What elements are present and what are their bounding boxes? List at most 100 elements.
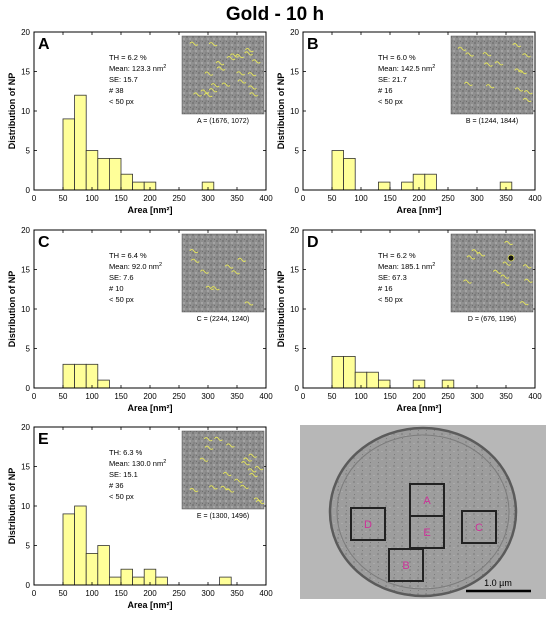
histogram-bar xyxy=(366,371,379,389)
y-tick-label: 0 xyxy=(26,186,31,195)
histogram-panel-a: 0 50 100 150 200 250 300 350 400 0 5 10 15 20 Area [nm… xyxy=(7,28,273,215)
nanoparticle-outline xyxy=(200,89,210,94)
histogram-bar xyxy=(132,181,145,191)
x-tick-label: 100 xyxy=(354,392,368,401)
x-tick-label: 300 xyxy=(201,392,215,401)
stat-line: Mean: 142.5 nm2 xyxy=(378,64,435,73)
nanoparticle-outline xyxy=(522,264,532,269)
x-tick-label: 350 xyxy=(230,589,244,598)
nanoparticle-outline xyxy=(208,485,218,490)
x-tick-label: 200 xyxy=(143,392,157,401)
x-tick-label: 250 xyxy=(172,194,186,203)
nanoparticle-outline xyxy=(492,269,502,274)
x-tick-label: 0 xyxy=(32,194,37,203)
nanoparticle-outline xyxy=(193,92,202,97)
x-tick-label: 100 xyxy=(354,194,368,203)
y-axis-label: Distribution of NP xyxy=(276,271,286,348)
panel-letter: E xyxy=(38,431,49,448)
stat-line: < 50 px xyxy=(378,295,403,304)
histogram-bar xyxy=(343,157,356,191)
x-tick-label: 150 xyxy=(114,194,128,203)
nanoparticle-outline xyxy=(226,443,235,448)
x-tick-label: 100 xyxy=(85,194,99,203)
nanoparticle-outline xyxy=(248,453,257,458)
panel-letter: B xyxy=(307,36,319,53)
x-tick-label: 50 xyxy=(59,392,68,401)
inset-caption: C = (2244, 1240) xyxy=(197,316,250,323)
nanoparticle-outline xyxy=(200,269,209,274)
histogram-bar xyxy=(424,173,437,191)
y-tick-label: 10 xyxy=(21,107,30,116)
nanoparticle-outline xyxy=(245,48,254,53)
y-tick-label: 10 xyxy=(21,305,30,314)
histogram-bar xyxy=(219,576,232,586)
nanoparticle-outline xyxy=(247,85,257,90)
stat-line: TH = 6.0 % xyxy=(378,53,416,62)
inset-caption: A = (1676, 1072) xyxy=(197,118,249,125)
cell-micrograph: A B C D E 1.0 µm xyxy=(300,425,546,599)
nanoparticle-outline xyxy=(205,285,215,290)
x-tick-label: 150 xyxy=(114,589,128,598)
cell-membrane xyxy=(336,434,510,590)
histogram-panel-b: 0 50 100 150 200 250 300 350 400 0 5 10 15 20 Area [nm… xyxy=(276,28,542,215)
stat-line: Mean: 185.1 nm2 xyxy=(378,262,435,271)
inset-caption: E = (1300, 1496) xyxy=(197,513,249,520)
x-tick-label: 350 xyxy=(230,392,244,401)
nanoparticle-outline xyxy=(253,497,263,502)
x-tick-label: 0 xyxy=(301,392,306,401)
y-tick-label: 10 xyxy=(290,107,299,116)
y-axis-label: Distribution of NP xyxy=(7,73,17,150)
x-tick-label: 300 xyxy=(201,589,215,598)
nanoparticle-outline xyxy=(208,88,218,93)
x-tick-label: 350 xyxy=(499,392,513,401)
nanoparticle-outline xyxy=(221,82,231,87)
y-axis-label: Distribution of NP xyxy=(7,271,17,348)
histogram-panel-c: 0 50 100 150 200 250 300 350 400 0 5 10 15 20 Area [nm… xyxy=(7,226,273,413)
nanoparticle-outline xyxy=(457,46,467,51)
x-tick-label: 0 xyxy=(32,589,37,598)
x-axis-label: Area [nm²] xyxy=(127,205,172,215)
y-tick-label: 15 xyxy=(290,68,299,77)
histogram-bar xyxy=(97,379,110,389)
stat-line: # 36 xyxy=(109,481,124,490)
scale-bar-label: 1.0 µm xyxy=(484,578,512,588)
y-tick-label: 15 xyxy=(21,266,30,275)
x-tick-label: 200 xyxy=(412,392,426,401)
nanoparticle-outline xyxy=(240,484,249,489)
nanoparticle-outline xyxy=(235,54,244,59)
histogram-bar xyxy=(155,576,168,586)
x-tick-label: 100 xyxy=(85,589,99,598)
stat-line: SE: 15.7 xyxy=(109,75,138,84)
x-tick-label: 0 xyxy=(301,194,306,203)
histogram-bar xyxy=(401,181,414,191)
inset-image xyxy=(181,233,265,313)
region-box-c xyxy=(461,510,497,544)
stat-line: < 50 px xyxy=(109,295,134,304)
histogram-bar xyxy=(74,94,87,191)
stat-line: Mean: 92.0 nm2 xyxy=(109,262,162,271)
nanoparticle-outline xyxy=(482,52,492,57)
x-tick-label: 150 xyxy=(383,194,397,203)
y-tick-label: 20 xyxy=(21,423,30,432)
nanoparticle-outline xyxy=(522,97,532,103)
x-tick-label: 400 xyxy=(259,194,273,203)
nanoparticle-outline xyxy=(224,264,234,269)
nanoparticle-outline xyxy=(500,274,510,279)
y-axis-label: Distribution of NP xyxy=(276,73,286,150)
nanoparticle-outline xyxy=(243,457,252,462)
x-tick-label: 300 xyxy=(470,392,484,401)
x-axis-label: Area [nm²] xyxy=(396,205,441,215)
x-tick-label: 150 xyxy=(114,392,128,401)
x-tick-label: 300 xyxy=(201,194,215,203)
x-tick-label: 200 xyxy=(143,194,157,203)
region-label: C xyxy=(475,522,483,534)
nanoparticle-outline xyxy=(504,240,513,246)
nanoparticle-outline xyxy=(465,52,474,57)
histogram-bar xyxy=(109,576,122,586)
x-tick-label: 250 xyxy=(441,194,455,203)
nanoparticle-outline xyxy=(502,261,512,266)
histogram-bar xyxy=(331,355,345,389)
nanoparticle-outline xyxy=(203,93,213,98)
histogram-bar xyxy=(109,157,122,191)
